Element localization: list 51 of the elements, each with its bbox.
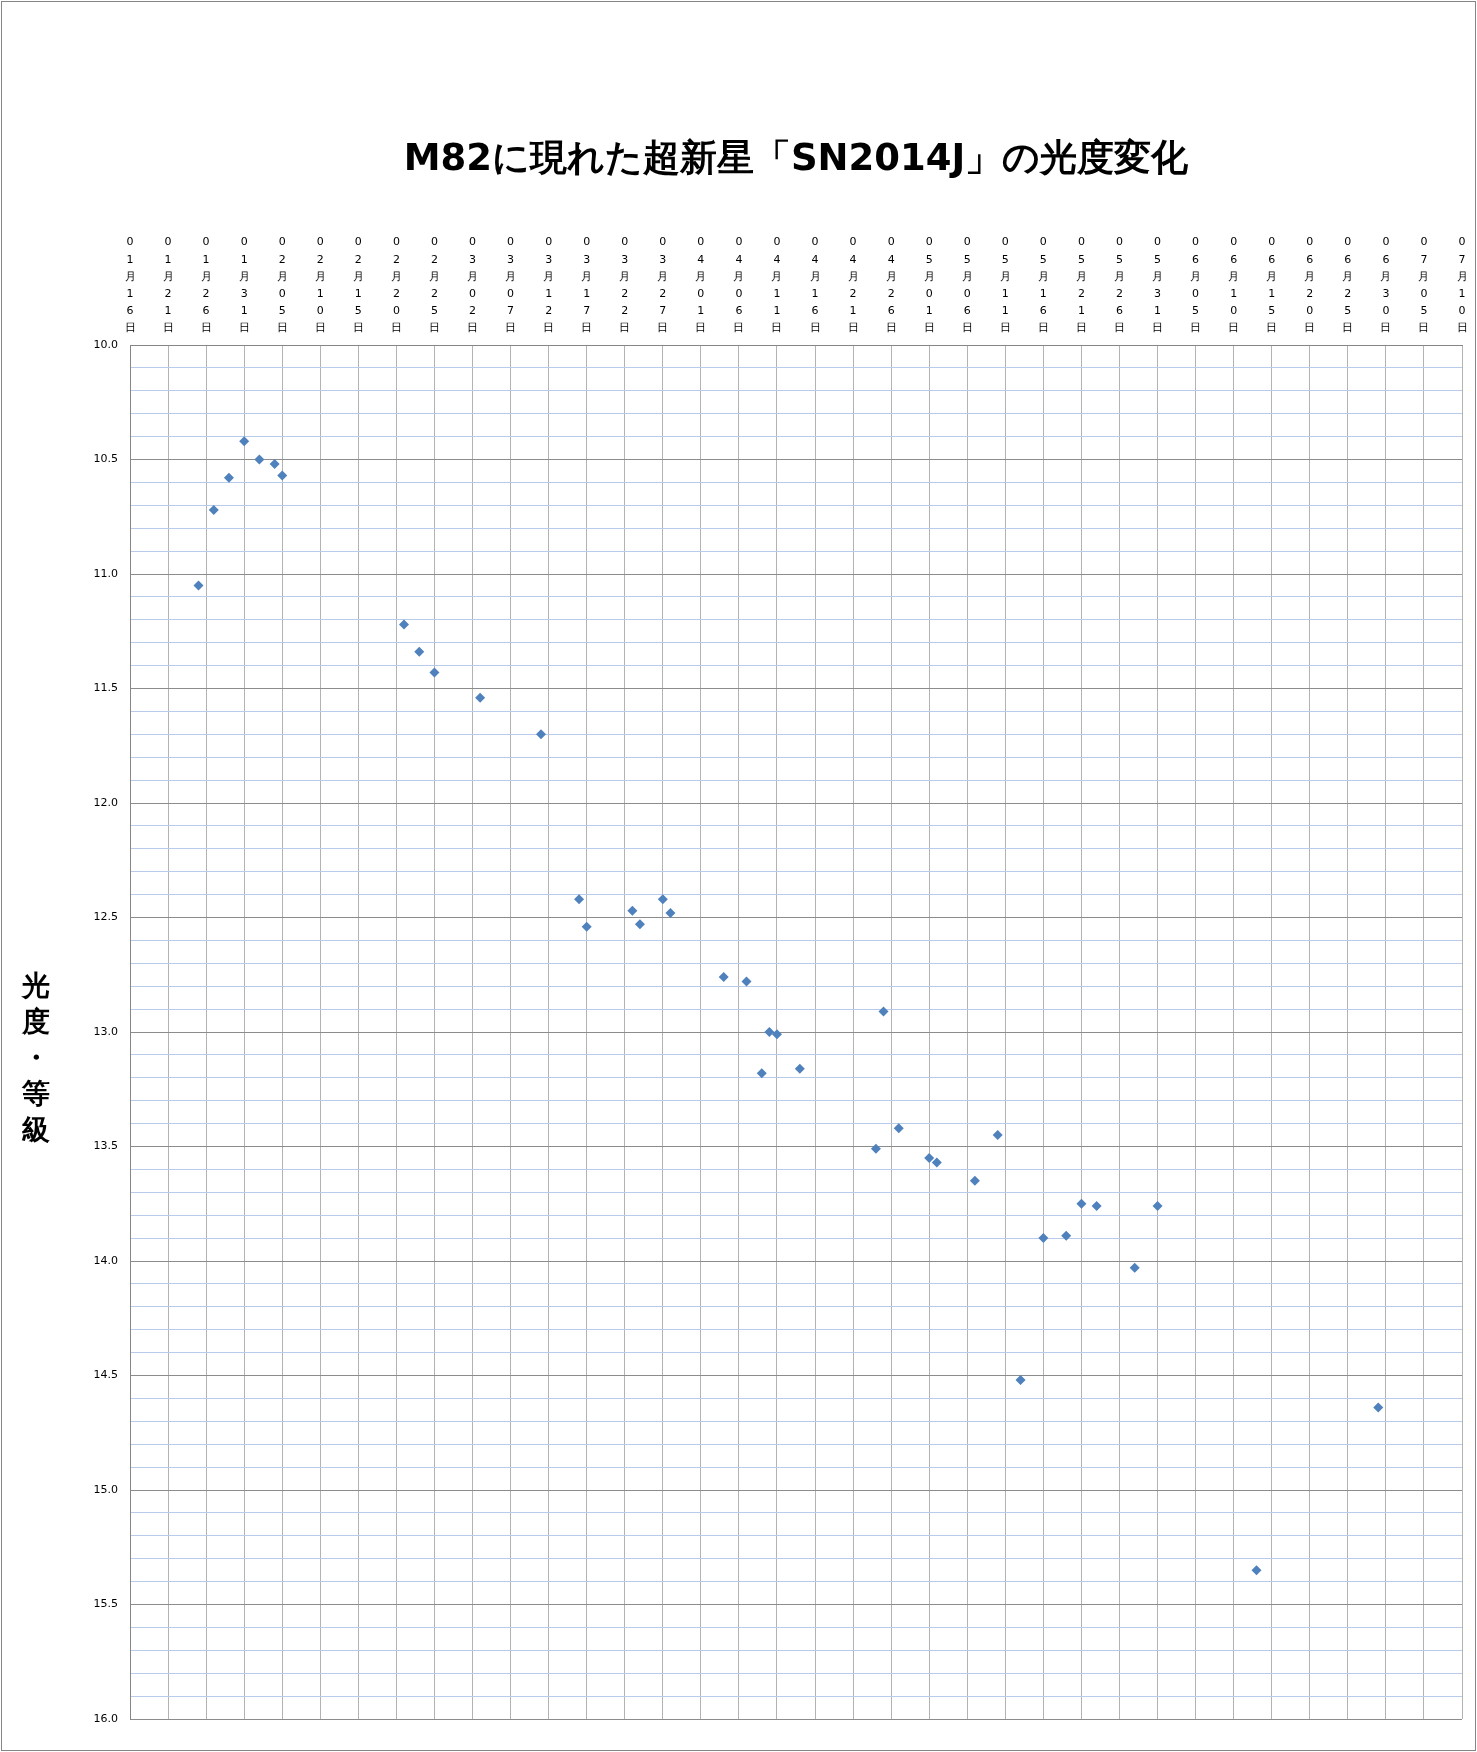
x-tick-label: 06月15日 xyxy=(1266,235,1278,335)
x-tick-label: 06月05日 xyxy=(1190,235,1202,335)
x-tick-label: 06月25日 xyxy=(1342,235,1354,335)
x-tick-label: 05月26日 xyxy=(1113,235,1125,335)
x-tick-label: 05月16日 xyxy=(1037,235,1049,335)
x-tick-label: 04月06日 xyxy=(733,235,745,335)
x-tick-label: 05月31日 xyxy=(1152,235,1164,335)
y-tick-label: 15.0 xyxy=(93,1482,118,1496)
x-tick-label: 05月21日 xyxy=(1075,235,1087,335)
x-tick-label: 03月17日 xyxy=(581,235,593,335)
y-tick-label: 10.5 xyxy=(93,452,118,466)
y-tick-label: 11.0 xyxy=(93,566,118,580)
x-tick-label: 02月20日 xyxy=(390,235,402,335)
x-tick-label: 04月21日 xyxy=(847,235,859,335)
x-tick-label: 05月11日 xyxy=(999,235,1011,335)
x-tick-label: 06月10日 xyxy=(1228,235,1240,335)
x-tick-label: 02月25日 xyxy=(428,235,440,335)
x-tick-label: 03月07日 xyxy=(505,235,517,335)
x-tick-label: 06月30日 xyxy=(1380,235,1392,335)
y-tick-label: 13.5 xyxy=(93,1139,118,1153)
x-tick-label: 02月10日 xyxy=(314,235,326,335)
y-tick-label: 14.0 xyxy=(93,1253,118,1267)
x-tick-label: 01月21日 xyxy=(162,235,174,335)
x-tick-label: 01月26日 xyxy=(200,235,212,335)
x-tick-label: 02月05日 xyxy=(276,235,288,335)
y-tick-label: 14.5 xyxy=(93,1368,118,1382)
x-tick-label: 07月05日 xyxy=(1418,235,1430,335)
y-tick-label: 12.5 xyxy=(93,910,118,924)
y-axis-title: 光度・等級 xyxy=(20,968,51,1148)
y-tick-label: 13.0 xyxy=(93,1024,118,1038)
x-tick-label: 01月16日 xyxy=(124,235,136,335)
x-tick-label: 03月02日 xyxy=(467,235,479,335)
x-tick-label: 04月26日 xyxy=(885,235,897,335)
x-tick-label: 04月11日 xyxy=(771,235,783,335)
y-tick-label: 16.0 xyxy=(93,1711,118,1725)
x-tick-label: 05月06日 xyxy=(961,235,973,335)
x-tick-label: 06月20日 xyxy=(1304,235,1316,335)
x-tick-label: 04月16日 xyxy=(809,235,821,335)
x-tick-label: 07月10日 xyxy=(1456,235,1468,335)
x-tick-label: 02月15日 xyxy=(352,235,364,335)
x-tick-label: 04月01日 xyxy=(695,235,707,335)
y-tick-label: 10.0 xyxy=(93,337,118,351)
x-tick-label: 03月22日 xyxy=(619,235,631,335)
y-tick-label: 11.5 xyxy=(93,681,118,695)
y-tick-label: 12.0 xyxy=(93,795,118,809)
y-tick-label: 15.5 xyxy=(93,1597,118,1611)
chart-title: M82に現れた超新星「SN2014J」の光度変化 xyxy=(402,135,1190,181)
x-tick-label: 03月27日 xyxy=(657,235,669,335)
x-tick-label: 05月01日 xyxy=(923,235,935,335)
x-tick-label: 03月12日 xyxy=(543,235,555,335)
x-tick-label: 01月31日 xyxy=(238,235,250,335)
